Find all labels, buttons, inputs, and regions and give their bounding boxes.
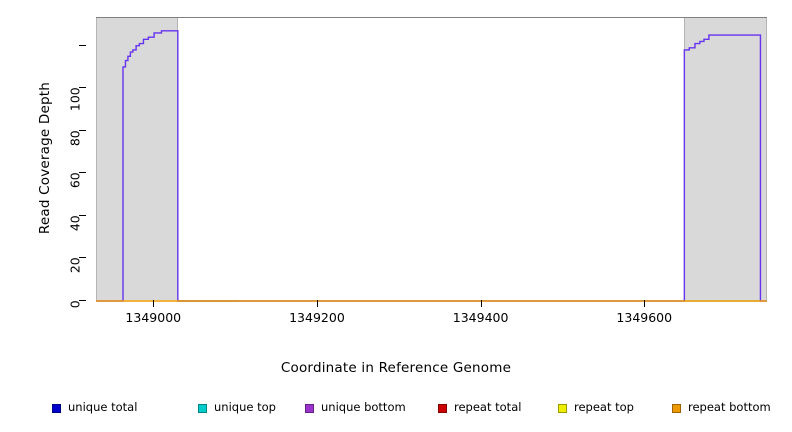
legend-item-unique-total[interactable]: unique total: [52, 402, 137, 414]
x-tick-mark: [316, 300, 318, 307]
y-tick-mark: [79, 172, 86, 174]
y-tick-mark: [79, 44, 86, 46]
legend-item-unique-bottom[interactable]: unique bottom: [305, 402, 406, 414]
y-tick-label: 20: [67, 257, 83, 274]
x-tick-mark: [644, 300, 646, 307]
x-tick-mark: [480, 300, 482, 307]
legend-item-repeat-total[interactable]: repeat total: [438, 402, 521, 414]
data-series-layer: [96, 30, 767, 302]
legend-label: repeat bottom: [688, 400, 771, 415]
y-tick-mark: [79, 214, 86, 216]
legend-item-repeat-top[interactable]: repeat top: [558, 402, 634, 414]
legend-swatch-icon: [438, 403, 447, 413]
legend-item-repeat-bottom[interactable]: repeat bottom: [672, 402, 771, 414]
x-axis-title: Coordinate in Reference Genome: [280, 360, 512, 376]
legend-swatch-icon: [672, 403, 681, 413]
y-tick-mark: [79, 300, 86, 301]
x-tick-label: 1349400: [452, 310, 509, 325]
legend-label: unique total: [68, 400, 138, 415]
x-tick-label: 1349200: [289, 310, 345, 325]
series-line-unique-bottom: [96, 30, 767, 302]
legend-label: unique bottom: [321, 400, 406, 415]
plot-area: [96, 17, 768, 302]
x-tick-label: 1349600: [616, 310, 673, 325]
x-tick-mark: [153, 300, 155, 307]
legend-label: repeat total: [454, 400, 522, 415]
y-tick-label: 60: [67, 172, 83, 189]
x-tick-label: 1349000: [125, 310, 182, 325]
legend-swatch-icon: [558, 403, 567, 413]
legend-swatch-icon: [305, 403, 314, 413]
y-tick-mark: [79, 257, 86, 259]
right-repeat-region: [683, 18, 768, 300]
y-tick-mark: [79, 87, 86, 89]
y-tick-label: 40: [67, 215, 83, 232]
y-axis: 0 20 40 60 80 100: [0, 0, 96, 320]
y-tick-mark: [79, 129, 86, 131]
y-tick-label: 100: [67, 87, 83, 112]
legend-item-unique-top[interactable]: unique top: [198, 402, 276, 414]
legend-label: repeat top: [574, 400, 634, 415]
legend-swatch-icon: [198, 403, 207, 413]
y-tick-label: 80: [67, 130, 83, 146]
legend-label: unique top: [214, 400, 276, 415]
legend: unique total unique top unique bottom repea…: [0, 398, 792, 418]
legend-swatch-icon: [52, 403, 61, 413]
x-axis: 1349000 1349200 1349400 1349600: [0, 300, 792, 348]
